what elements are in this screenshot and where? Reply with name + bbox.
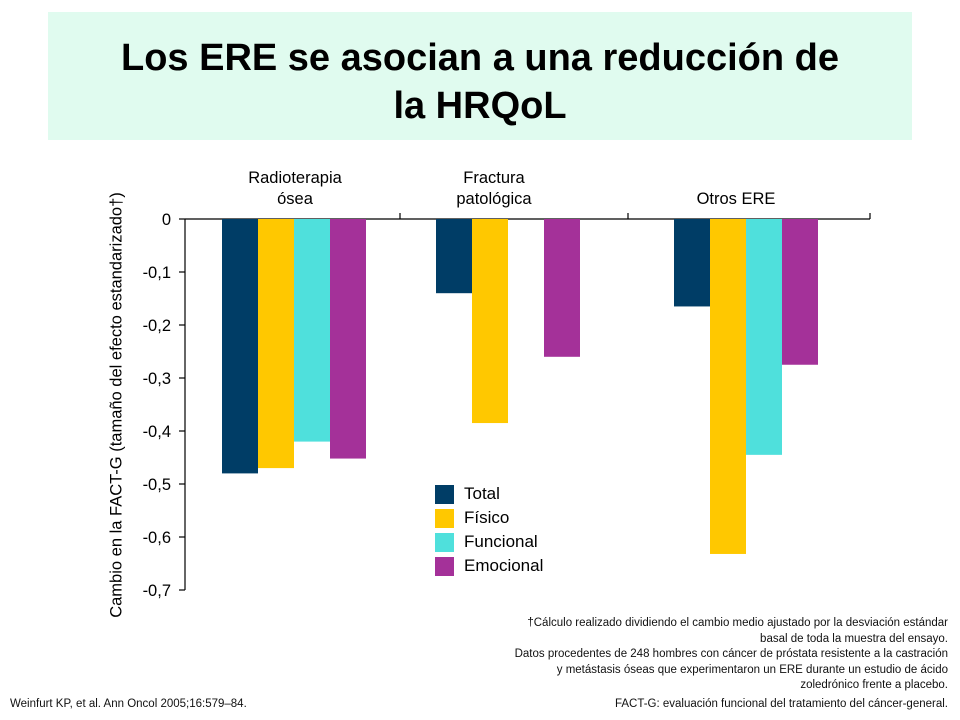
bar [258, 219, 294, 469]
legend-label-emocional: Emocional [464, 556, 544, 575]
category-label-radioterapia-line-1: Radioterapia [248, 169, 342, 187]
legend-swatch-emocional [435, 556, 454, 576]
y-tick-label: -0,5 [143, 476, 171, 494]
category-label-radioterapia: Radioterapia ósea [215, 168, 375, 210]
legend-item-funcional: Funcional [435, 530, 543, 554]
y-tick-label: -0,6 [143, 529, 171, 547]
footnote-line-4: y metástasis óseas que experimentaron un… [556, 663, 948, 676]
category-label-fractura-line-1: Fractura [463, 169, 525, 187]
legend-swatch-funcional [435, 532, 454, 552]
bar [782, 219, 818, 365]
category-label-fractura-line-2: patológica [456, 190, 532, 208]
bar [674, 219, 710, 307]
legend-label-fisico: Físico [464, 508, 510, 527]
y-tick-label: -0,3 [143, 370, 171, 388]
y-tick-label: -0,4 [143, 423, 171, 441]
legend-label-funcional: Funcional [464, 532, 538, 551]
legend-item-total: Total [435, 482, 543, 506]
legend-label-total: Total [464, 484, 500, 503]
bar [330, 219, 366, 459]
fact-g-definition: FACT-G: evaluación funcional del tratami… [614, 698, 948, 710]
legend-swatch-total [435, 484, 454, 504]
source-citation: Weinfurt KP, et al. Ann Oncol 2005;16:57… [10, 698, 247, 710]
category-label-otros-line-1: Otros ERE [696, 190, 776, 208]
bar [222, 219, 258, 474]
legend-swatch-fisico [435, 508, 454, 528]
footnote-line-1: †Cálculo realizado dividiendo el cambio … [527, 617, 948, 629]
y-tick-label: -0,1 [143, 264, 171, 282]
y-tick-label: -0,2 [143, 317, 171, 335]
legend-item-fisico: Físico [435, 506, 543, 530]
category-label-otros: Otros ERE [656, 189, 816, 210]
footnote-line-3: Datos procedentes de 248 hombres con cán… [514, 648, 948, 660]
title-line-2: la HRQoL [393, 85, 567, 127]
category-label-radioterapia-line-2: ósea [277, 190, 313, 208]
legend-item-emocional: Emocional [435, 554, 543, 578]
title-banner: Los ERE se asocian a una reducción de la… [48, 12, 912, 140]
bar [472, 219, 508, 424]
bar [710, 219, 746, 554]
chart-legend: Total Físico Funcional Emocional [435, 482, 543, 578]
bar [544, 219, 580, 357]
bar [436, 219, 472, 294]
y-tick-label: -0,7 [143, 582, 171, 600]
bar [294, 219, 330, 442]
footnote: †Cálculo realizado dividiendo el cambio … [428, 616, 948, 694]
footnote-line-2: basal de toda la muestra del ensayo. [760, 632, 948, 645]
category-label-fractura: Fractura patológica [414, 168, 574, 210]
title-line-1: Los ERE se asocian a una reducción de [120, 37, 839, 79]
footnote-line-5: zoledrónico frente a placebo. [800, 679, 948, 691]
bar [746, 219, 782, 455]
y-tick-label: 0 [162, 211, 171, 229]
slide-title: Los ERE se asocian a una reducción de la… [48, 34, 912, 130]
